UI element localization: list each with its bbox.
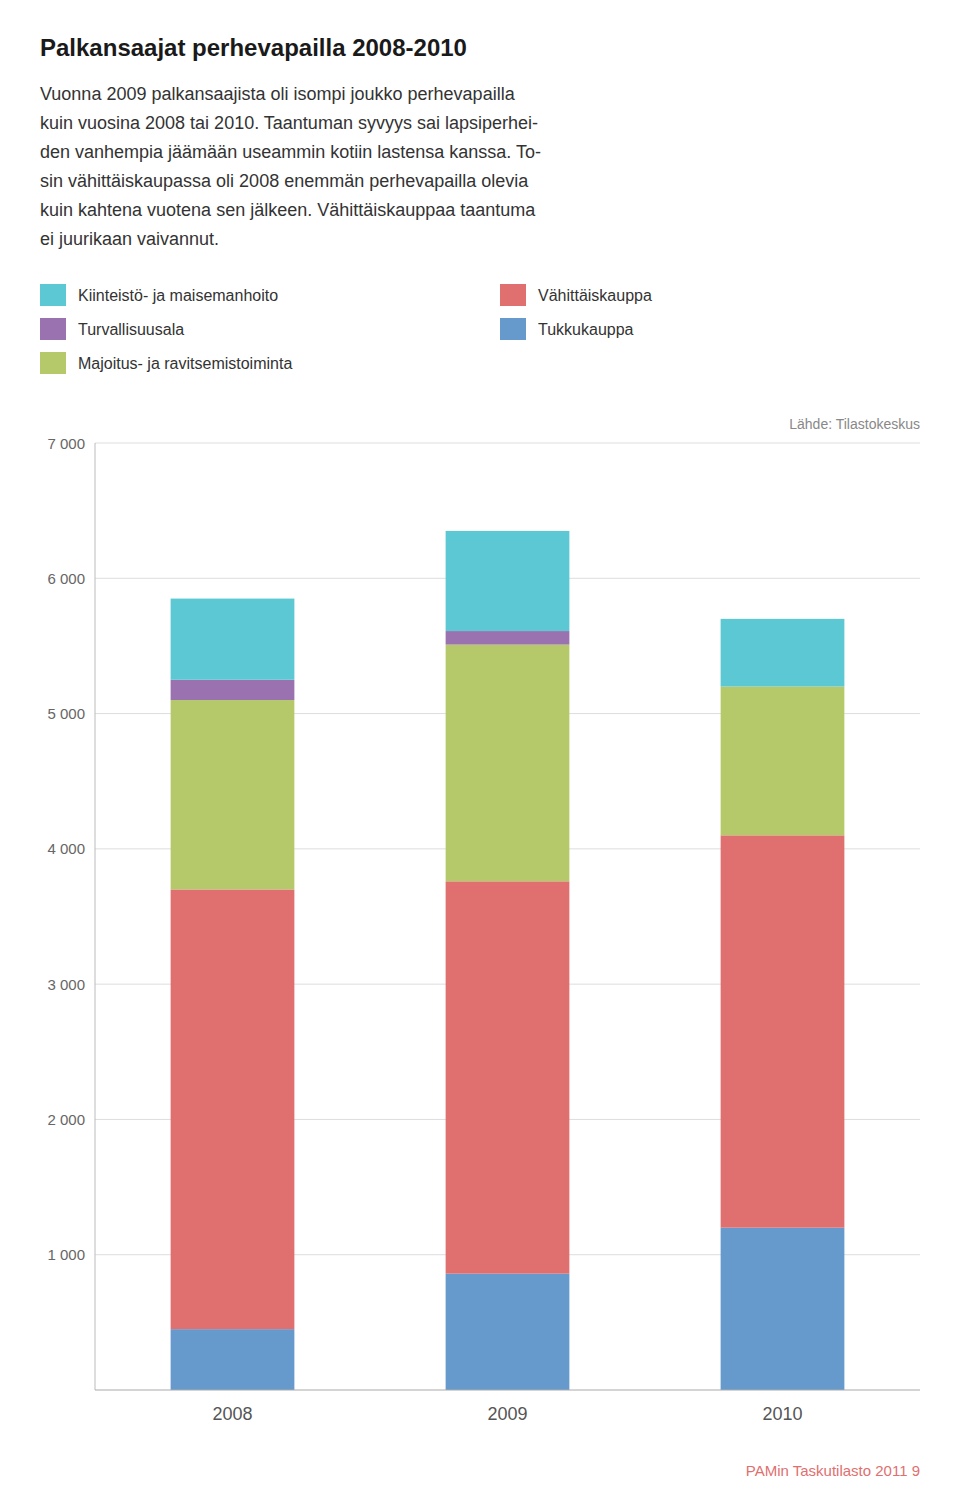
bar-segment: [446, 1274, 570, 1390]
legend-swatch: [40, 352, 66, 374]
legend-swatch: [500, 318, 526, 340]
y-tick-label: 2 000: [47, 1111, 85, 1128]
footer-text: PAMin Taskutilasto 2011 9: [746, 1462, 920, 1479]
legend-label: Kiinteistö- ja maisemanhoito: [78, 287, 278, 304]
body-text: sin vähittäiskaupassa oli 2008 enemmän p…: [40, 171, 529, 191]
grid-line: [95, 443, 920, 444]
body-text: Vuonna 2009 palkansaajista oli isompi jo…: [40, 84, 516, 104]
legend-label: Tukkukauppa: [538, 321, 634, 338]
bar-segment: [171, 599, 295, 680]
y-tick-label: 4 000: [47, 840, 85, 857]
bar-segment: [446, 881, 570, 1273]
y-tick-label: 5 000: [47, 705, 85, 722]
bar-segment: [171, 700, 295, 889]
title: Palkansaajat perhevapailla 2008-2010: [40, 34, 467, 61]
bar-segment: [446, 531, 570, 631]
y-tick-label: 3 000: [47, 976, 85, 993]
body-text: kuin kahtena vuotena sen jälkeen. Vähitt…: [40, 200, 536, 220]
bars: [171, 531, 845, 1390]
legend-label: Turvallisuusala: [78, 321, 184, 338]
legend-label: Vähittäiskauppa: [538, 287, 652, 304]
legend: Kiinteistö- ja maisemanhoito Turvallisuus…: [40, 284, 652, 374]
body-text: den vanhempia jäämään useammin kotiin la…: [40, 142, 541, 162]
source-text: Lähde: Tilastokeskus: [789, 416, 920, 432]
bar-segment: [446, 645, 570, 882]
x-axis-line: [95, 1390, 920, 1391]
legend-label: Majoitus- ja ravitsemistoiminta: [78, 355, 292, 372]
legend-swatch: [40, 318, 66, 340]
bar-segment: [721, 687, 845, 836]
body-text: ei juurikaan vaivannut.: [40, 229, 219, 249]
x-tick-label: 2009: [487, 1404, 527, 1424]
chart-root: Palkansaajat perhevapailla 2008-2010 Vuon…: [0, 0, 960, 1506]
y-tick-label: 1 000: [47, 1246, 85, 1263]
legend-swatch: [500, 284, 526, 306]
x-tick-label: 2008: [212, 1404, 252, 1424]
bar-segment: [721, 1228, 845, 1390]
bar-segment: [446, 631, 570, 645]
bar-segment: [171, 1329, 295, 1390]
legend-swatch: [40, 284, 66, 306]
bar-segment: [721, 835, 845, 1227]
y-tick-label: 7 000: [47, 435, 85, 452]
y-axis-line: [95, 443, 96, 1390]
bar-segment: [721, 619, 845, 687]
bar-segment: [171, 889, 295, 1329]
y-tick-label: 6 000: [47, 570, 85, 587]
bar-segment: [171, 680, 295, 700]
x-tick-label: 2010: [762, 1404, 802, 1424]
body-text: kuin vuosina 2008 tai 2010. Taantuman sy…: [40, 113, 538, 133]
